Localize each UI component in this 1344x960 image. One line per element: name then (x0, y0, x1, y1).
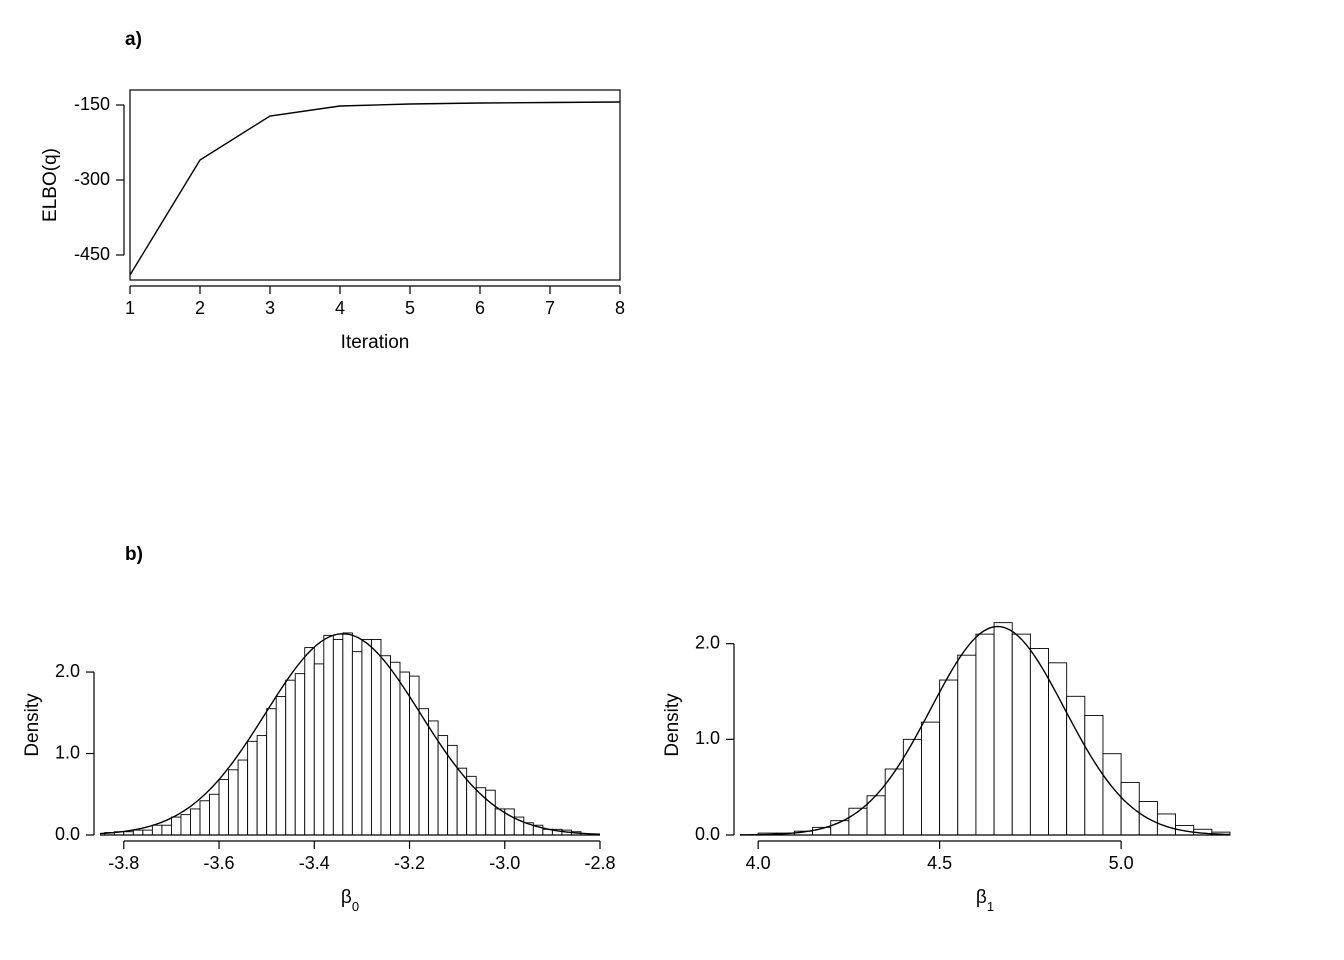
panel-a-ytick: -150 (74, 94, 110, 114)
panel-b-bar (200, 801, 210, 835)
panel-b-bar (362, 639, 372, 835)
panel-b-bar (486, 790, 496, 835)
panel-c-bar (1121, 782, 1139, 835)
panel-a-ylabel: ELBO(q) (40, 148, 61, 222)
panel-a-xtick: 8 (615, 298, 625, 318)
panel-b-bar (400, 672, 410, 835)
panel-b-bar (343, 633, 353, 835)
panel-b-bar (438, 736, 448, 835)
panel-a-label: a) (125, 29, 142, 50)
panel-b-bar (152, 825, 162, 835)
panel-c-bar (940, 680, 958, 835)
panel-b-bar (219, 780, 229, 835)
panel-c: 4.0 4.5 5.0 β1 0.0 1.0 2.0 Density (662, 623, 1230, 914)
panel-b-bar (143, 830, 153, 835)
panel-a-xtick: 3 (265, 298, 275, 318)
panel-b-bar (314, 664, 324, 835)
panel-b-ytick: 1.0 (55, 742, 80, 762)
panel-b-xtick: -3.8 (108, 853, 139, 873)
panel-c-bar (1085, 715, 1103, 835)
panel-a-xtick: 4 (335, 298, 345, 318)
panel-a-line (130, 102, 620, 275)
panel-c-bar (921, 722, 939, 835)
panel-a-xtick: 6 (475, 298, 485, 318)
panel-b-xtick: -2.8 (584, 853, 615, 873)
panel-b-bar (248, 741, 258, 835)
panel-b-bar (267, 709, 277, 835)
panel-a: a) 1 2 3 4 5 6 7 8 Iteration -450 -300 -150 ELBO(q) (40, 29, 625, 353)
panel-c-bar (994, 623, 1012, 835)
panel-c-ytick: 1.0 (695, 728, 720, 748)
panel-c-bar (976, 634, 994, 835)
panel-b-ylabel: Density (22, 693, 43, 757)
panel-c-ytick: 0.0 (695, 824, 720, 844)
panel-b-bar (181, 815, 191, 835)
panel-a-ytick: -450 (74, 244, 110, 264)
panel-b-bar (324, 635, 334, 835)
panel-b-bar (286, 680, 296, 835)
panel-b-bar (162, 825, 172, 835)
panel-b-bar (371, 639, 381, 835)
panel-b-bar (333, 639, 343, 835)
panel-c-xlabel: β1 (976, 887, 994, 914)
panel-b-bar (448, 745, 458, 835)
panel-b-bar (295, 674, 305, 835)
panel-a-xlabel: Iteration (341, 332, 410, 353)
panel-b-xlabel: β0 (341, 887, 359, 914)
panel-b-bar (419, 709, 429, 835)
panel-b-bar (495, 809, 505, 835)
panel-c-bar (958, 655, 976, 835)
panel-c-ytick: 2.0 (695, 632, 720, 652)
panel-a-xtick: 7 (545, 298, 555, 318)
panel-b-bar (352, 652, 362, 835)
panel-c-bar (1012, 634, 1030, 835)
panel-a-xtick: 1 (125, 298, 135, 318)
panel-c-xtick: 5.0 (1109, 853, 1134, 873)
panel-b-bar (238, 760, 248, 835)
panel-b-xtick: -3.6 (204, 853, 235, 873)
panel-b-ytick: 0.0 (55, 824, 80, 844)
panel-c-bar (885, 769, 903, 835)
panel-c-xtick: 4.5 (927, 853, 952, 873)
panel-b-bar (390, 662, 400, 835)
panel-c-ylabel: Density (662, 693, 683, 757)
panel-b-xtick: -3.2 (394, 853, 425, 873)
panel-c-bar (1049, 663, 1067, 835)
panel-b-bar (190, 809, 200, 835)
panel-b-bar (171, 817, 181, 835)
panel-b: -3.8 -3.6 -3.4 -3.2 -3.0 -2.8 β0 0.0 1.0 2.0 Densi… (22, 633, 616, 914)
panel-b-bar (276, 696, 286, 835)
panel-b-bar (210, 794, 220, 835)
panel-a-ytick: -300 (74, 169, 110, 189)
figure-svg: a) 1 2 3 4 5 6 7 8 Iteration -450 -300 -150 ELBO(q) b)… (0, 0, 1344, 960)
panel-b-xtick: -3.0 (489, 853, 520, 873)
panel-b-bar (381, 656, 391, 835)
panel-b-bar (229, 770, 239, 835)
panel-b-xtick: -3.4 (299, 853, 330, 873)
panel-b-label: b) (125, 544, 143, 565)
panel-a-xtick: 2 (195, 298, 205, 318)
panel-b-bar (133, 830, 143, 835)
panel-a-xtick: 5 (405, 298, 415, 318)
panel-c-bar (1030, 648, 1048, 835)
panel-b-bar (257, 736, 267, 835)
panel-b-bar (305, 648, 315, 835)
panel-c-xtick: 4.0 (746, 853, 771, 873)
panel-a-frame (130, 90, 620, 280)
panel-b-ytick: 2.0 (55, 661, 80, 681)
